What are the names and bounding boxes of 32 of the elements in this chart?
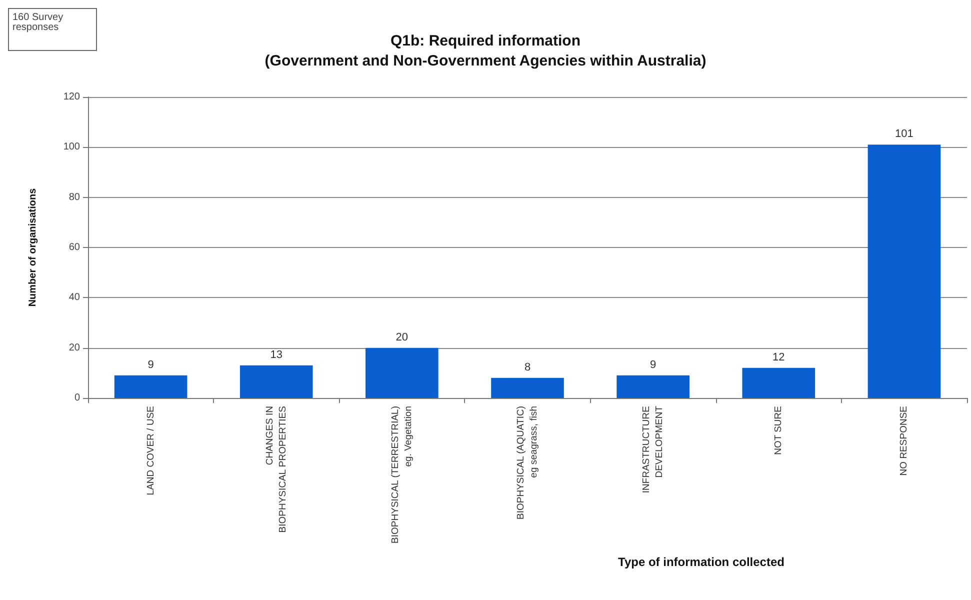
bar — [868, 144, 941, 398]
data-label: 9 — [650, 358, 656, 371]
x-tick-label: BIOPHYSICAL (AQUATIC) eg seagrass, fish — [516, 406, 540, 520]
x-tick-label: INFRASTRUCTURE DEVELOPMENT — [641, 406, 666, 494]
y-axis-title: Number of organisations — [28, 188, 38, 307]
data-label: 13 — [270, 348, 282, 361]
y-tick-label: 60 — [68, 242, 80, 253]
bar — [366, 348, 438, 398]
bar — [616, 375, 690, 398]
x-axis-title: Type of information collected — [618, 555, 784, 569]
x-tick-label: BIOPHYSICAL (TERRESTRIAL) eg. Vegetation — [390, 406, 414, 544]
data-label: 20 — [396, 331, 408, 344]
chart-title: Q1b: Required information (Government and Non-Government Agencies within Australia) — [264, 32, 706, 70]
y-tick-label: 120 — [63, 92, 80, 102]
bar — [742, 368, 816, 398]
bar — [491, 378, 564, 398]
y-tick-label: 40 — [68, 292, 80, 304]
x-tick-label: NO RESPONSE — [898, 406, 910, 476]
data-label: 8 — [524, 361, 531, 374]
x-tick-label: NOT SURE — [773, 406, 784, 455]
y-tick-label: 20 — [68, 342, 80, 354]
bar — [240, 365, 313, 398]
bar — [114, 375, 188, 398]
data-label: 9 — [148, 358, 154, 371]
data-label: 101 — [895, 128, 914, 140]
y-tick-label: 0 — [74, 392, 80, 404]
x-tick-label: LAND COVER / USE — [145, 406, 156, 496]
y-tick-label: 100 — [63, 142, 80, 153]
text: 160 Survey responses — [12, 12, 64, 33]
y-tick-label: 80 — [68, 192, 80, 203]
data-label: 12 — [772, 351, 785, 364]
x-tick-label: CHANGES IN BIOPHYSICAL PROPERTIES — [264, 406, 288, 533]
